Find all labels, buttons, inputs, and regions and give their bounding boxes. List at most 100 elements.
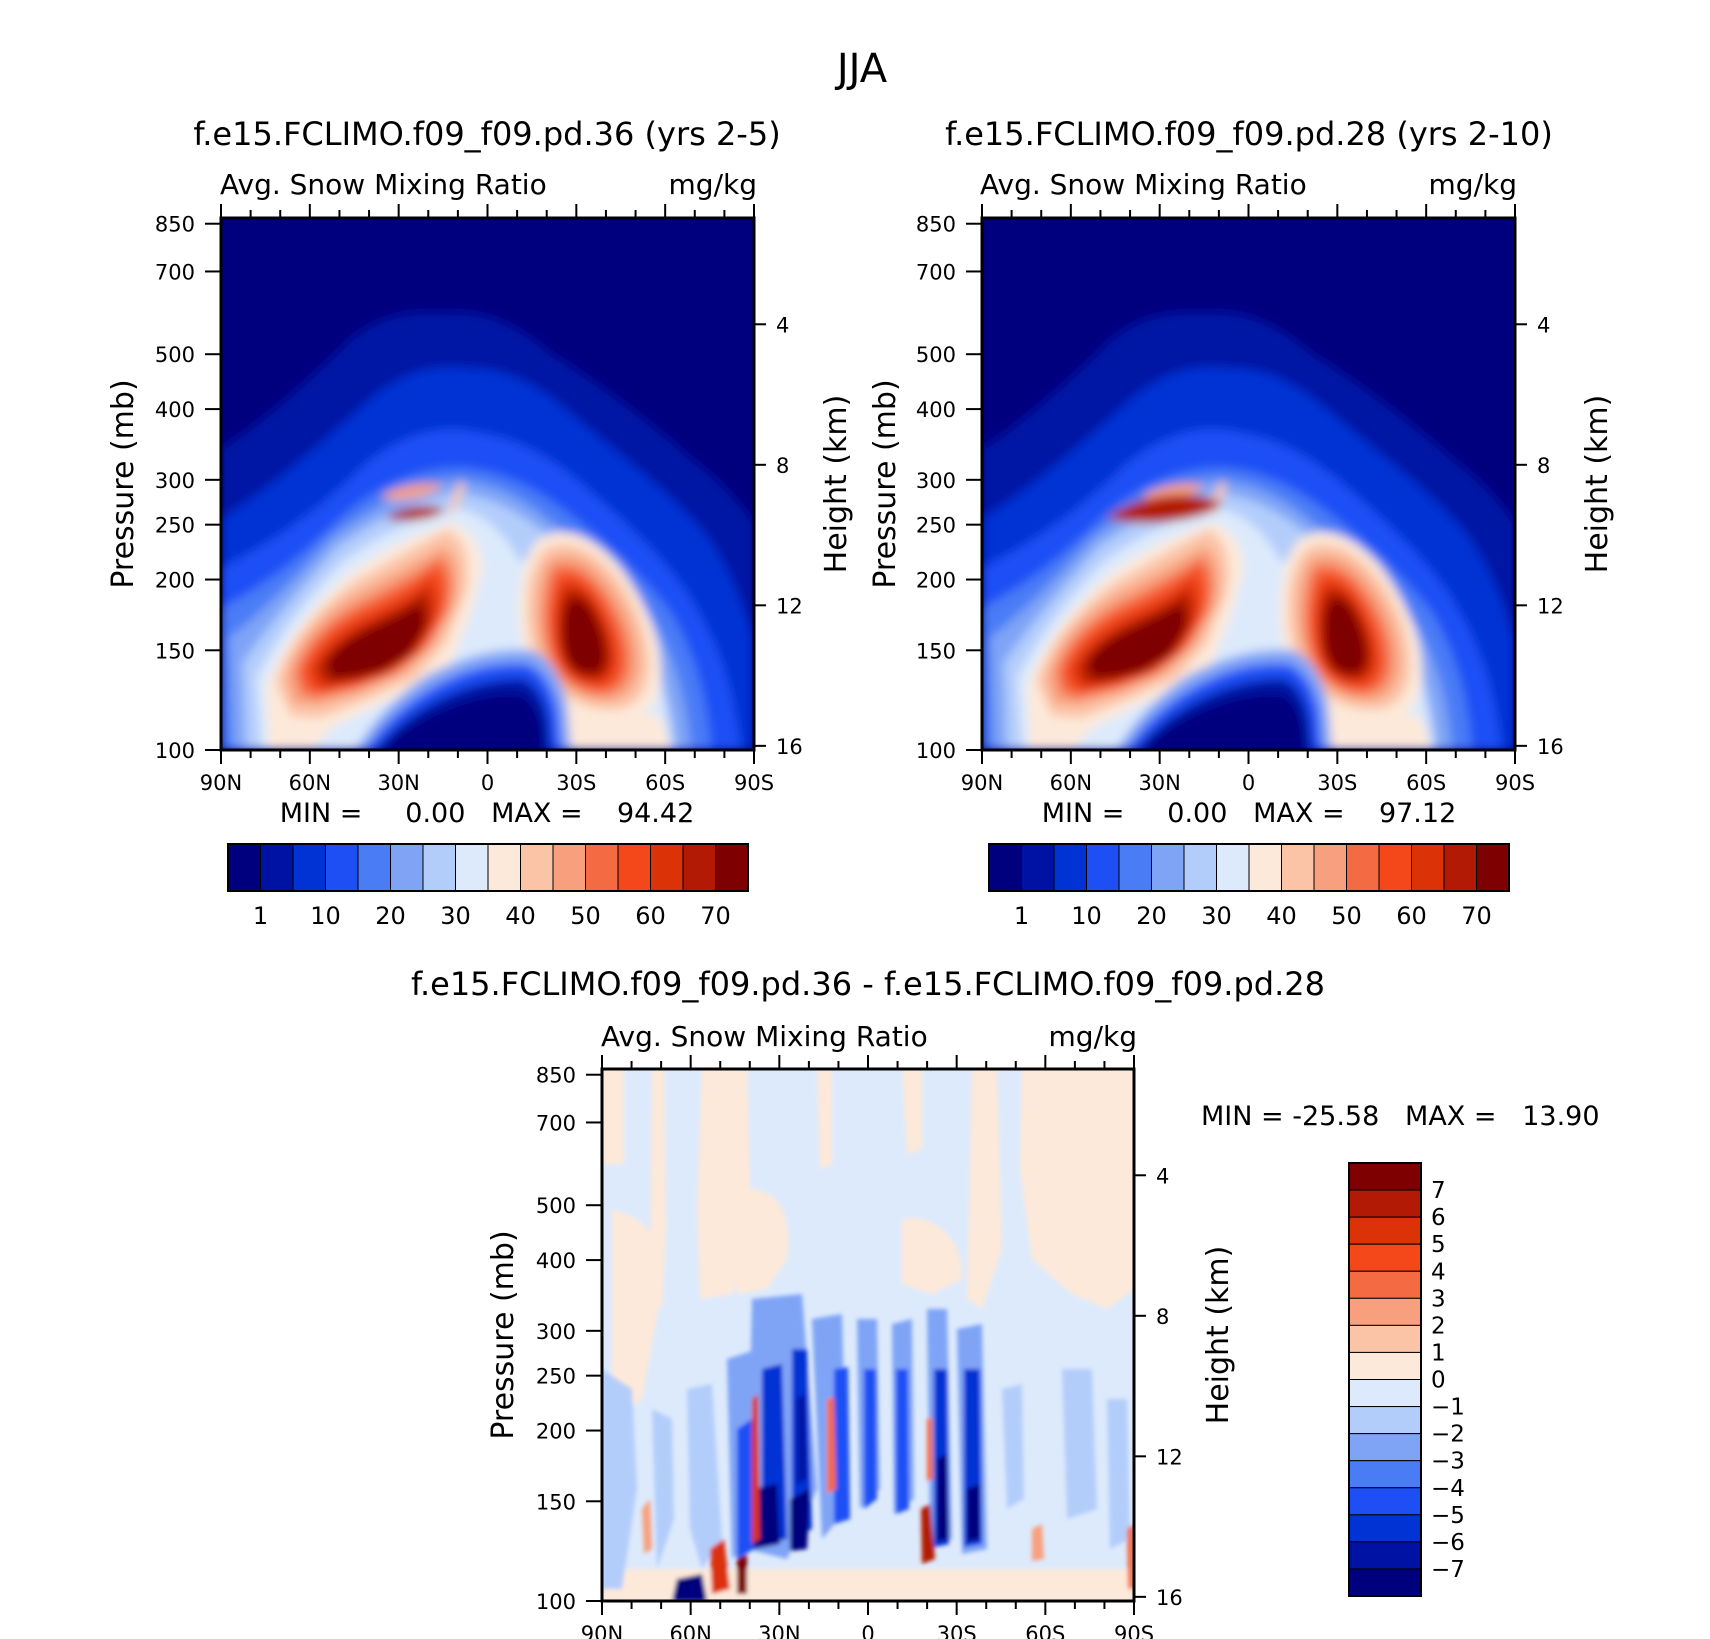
x-tick-label: 60N xyxy=(669,1622,711,1639)
x-tick-label: 90S xyxy=(734,771,774,795)
colorbar-swatch xyxy=(1053,843,1087,892)
y-tick-label: 300 xyxy=(536,1320,576,1344)
colorbar-swatch xyxy=(715,843,749,892)
colorbar-label: −4 xyxy=(1431,1476,1465,1502)
x-tick-label: 30N xyxy=(377,771,419,795)
colorbar-label: 70 xyxy=(1461,902,1492,930)
variable-label: Avg. Snow Mixing Ratio xyxy=(601,1020,928,1053)
plot-area xyxy=(602,1069,1134,1601)
y-axis-label: Pressure (mb) xyxy=(106,379,141,588)
y2-tick-label: 4 xyxy=(1537,313,1550,337)
y2-axis-label: Height (km) xyxy=(1201,1246,1236,1425)
y-tick-label: 850 xyxy=(155,213,195,237)
colorbar-swatch xyxy=(1348,1243,1422,1272)
y-tick-label: 500 xyxy=(155,343,195,367)
colorbar-swatch xyxy=(1348,1487,1422,1516)
y2-tick-label: 12 xyxy=(1537,594,1564,618)
variable-label: Avg. Snow Mixing Ratio xyxy=(220,168,547,201)
colorbar-swatch xyxy=(1348,1162,1422,1191)
units-label: mg/kg xyxy=(669,168,757,201)
y-tick-label: 850 xyxy=(536,1064,576,1088)
y-tick-label: 200 xyxy=(536,1420,576,1444)
colorbar-frame xyxy=(1348,1162,1422,1597)
y2-tick-label: 8 xyxy=(776,454,789,478)
colorbar-swatch xyxy=(1348,1297,1422,1326)
colorbar-label: 60 xyxy=(1396,902,1427,930)
panel-case-2: f.e15.FCLIMO.f09_f09.pd.28 (yrs 2-10) Av… xyxy=(868,115,1615,930)
colorbar-swatch xyxy=(1281,843,1315,892)
colorbar-swatch xyxy=(1086,843,1120,892)
y-axis-label: Pressure (mb) xyxy=(486,1230,521,1439)
panel-difference: f.e15.FCLIMO.f09_f09.pd.36 - f.e15.FCLIM… xyxy=(411,965,1600,1639)
y-tick-label: 700 xyxy=(155,260,195,284)
plot-area xyxy=(982,218,1515,750)
colorbar-label: 7 xyxy=(1431,1178,1446,1204)
colorbar-label: 3 xyxy=(1431,1286,1446,1312)
colorbar-swatch xyxy=(1348,1270,1422,1299)
colorbar-swatch xyxy=(650,843,684,892)
colorbar-label: 60 xyxy=(635,902,666,930)
colorbar-label: 20 xyxy=(375,902,406,930)
y-tick-label: 150 xyxy=(155,639,195,663)
colorbar-swatch xyxy=(1348,1189,1422,1218)
colorbar-label: −6 xyxy=(1431,1530,1465,1556)
x-tick-label: 30N xyxy=(758,1622,800,1639)
colorbar-label: 70 xyxy=(700,902,731,930)
x-tick-label: 60N xyxy=(289,771,331,795)
colorbar-swatch xyxy=(1248,843,1282,892)
axes: 100 150 200 250 300 400 500 700 850 16 12 8 4 90N 60N 3… xyxy=(916,204,1564,795)
colorbar-label: 40 xyxy=(1266,902,1297,930)
x-tick-label: 60N xyxy=(1050,771,1092,795)
colorbar-frame xyxy=(988,843,1510,892)
colorbar-label: 50 xyxy=(1331,902,1362,930)
colorbar-label: −2 xyxy=(1431,1422,1465,1448)
x-tick-label: 90S xyxy=(1495,771,1535,795)
y-tick-label: 400 xyxy=(916,398,956,422)
y-axis-label: Pressure (mb) xyxy=(868,379,903,588)
y2-tick-label: 12 xyxy=(776,594,803,618)
colorbar-swatch xyxy=(1348,1514,1422,1543)
axes: 100 150 200 250 300 400 500 700 850 16 12 8 4 90N 60N 3… xyxy=(155,204,803,795)
y-tick-label: 250 xyxy=(155,514,195,538)
y2-axis-label: Height (km) xyxy=(1580,395,1615,574)
y2-tick-label: 8 xyxy=(1537,454,1550,478)
units-label: mg/kg xyxy=(1429,168,1517,201)
colorbar-swatch xyxy=(1346,843,1380,892)
y-tick-label: 500 xyxy=(536,1194,576,1218)
colorbar-swatch xyxy=(422,843,456,892)
colorbar-swatch xyxy=(1348,1460,1422,1489)
x-tick-label: 30S xyxy=(1317,771,1357,795)
y2-tick-label: 4 xyxy=(776,313,789,337)
colorbar-swatch xyxy=(1348,1379,1422,1408)
x-tick-label: 0 xyxy=(481,771,494,795)
colorbar-swatch xyxy=(1348,1541,1422,1570)
colorbar-swatch xyxy=(260,843,294,892)
colorbar-swatch xyxy=(1216,843,1250,892)
colorbar-swatch xyxy=(1313,843,1347,892)
colorbar-swatch xyxy=(1348,1433,1422,1462)
colorbar-label: −7 xyxy=(1431,1557,1465,1583)
colorbar-label: 40 xyxy=(505,902,536,930)
y-tick-label: 400 xyxy=(155,398,195,422)
panel-title: f.e15.FCLIMO.f09_f09.pd.28 (yrs 2-10) xyxy=(945,115,1553,153)
panel-title: f.e15.FCLIMO.f09_f09.pd.36 (yrs 2-5) xyxy=(193,115,780,153)
colorbar-swatch xyxy=(1476,843,1510,892)
colorbar-label: 2 xyxy=(1431,1313,1446,1339)
y-tick-label: 200 xyxy=(916,569,956,593)
x-tick-label: 0 xyxy=(1242,771,1255,795)
y-tick-label: 300 xyxy=(155,469,195,493)
y-tick-label: 400 xyxy=(536,1249,576,1273)
y-tick-label: 250 xyxy=(916,514,956,538)
colorbar-label: 6 xyxy=(1431,1205,1446,1231)
x-tick-label: 90N xyxy=(961,771,1003,795)
colorbar-label: 4 xyxy=(1431,1259,1446,1285)
x-tick-label: 0 xyxy=(861,1622,874,1639)
colorbar-label: −1 xyxy=(1431,1395,1465,1421)
colorbar-label: 50 xyxy=(570,902,601,930)
colorbar-label: 1 xyxy=(1431,1340,1446,1366)
colorbar-swatch xyxy=(227,843,261,892)
colorbar-swatch xyxy=(487,843,521,892)
y2-tick-label: 4 xyxy=(1156,1164,1169,1188)
y-tick-label: 100 xyxy=(536,1590,576,1614)
